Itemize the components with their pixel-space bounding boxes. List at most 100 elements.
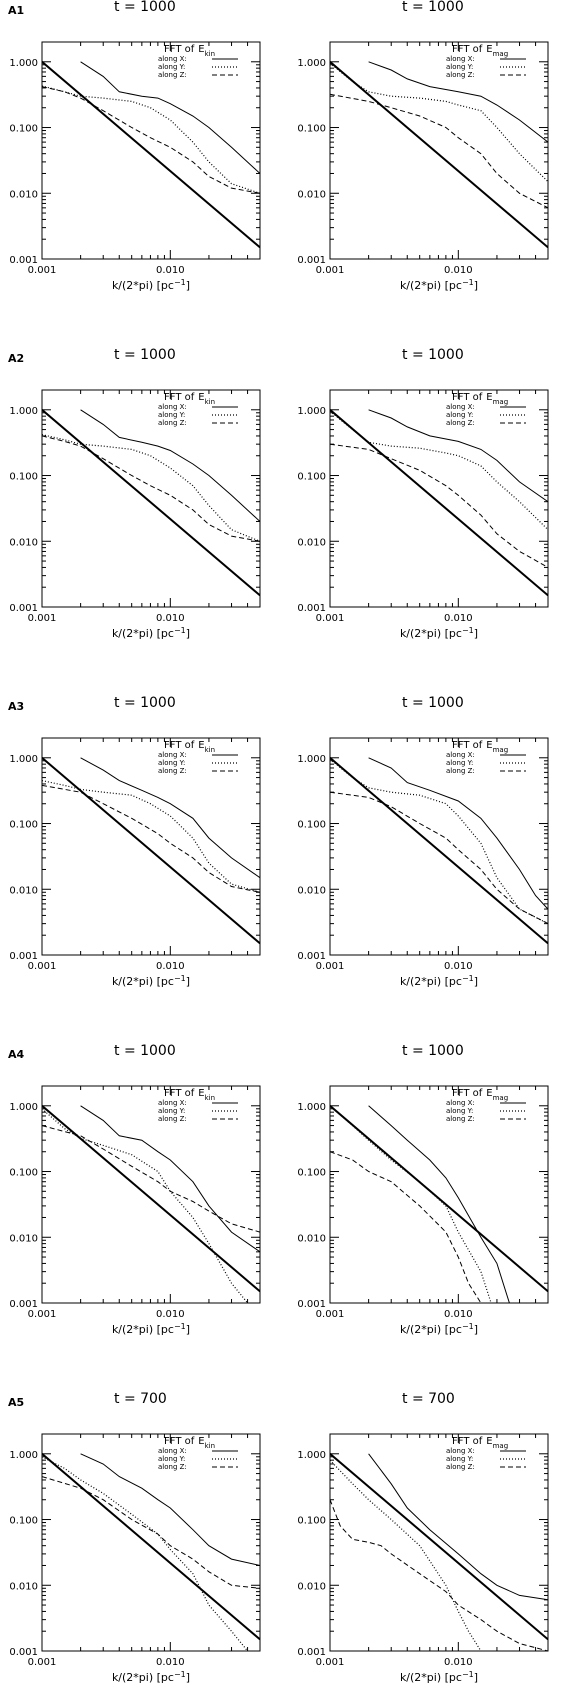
x-tick-label: 0.001: [316, 265, 345, 276]
x-tick-label: 0.010: [444, 1309, 473, 1320]
series-line-dashed: [330, 1499, 548, 1651]
series-line-thick: [330, 1453, 548, 1641]
legend-entry: along Z:: [446, 1115, 475, 1123]
y-tick-label: 0.001: [9, 1299, 38, 1310]
legend-entry: along X:: [158, 403, 187, 411]
y-tick-label: 1.000: [9, 58, 38, 69]
panel-title: t = 1000: [402, 695, 464, 711]
series-line-thick: [330, 757, 548, 945]
series-line-dashed: [42, 1125, 260, 1233]
series-group: [42, 1453, 260, 1651]
series-line-thick: [42, 61, 260, 249]
x-axis-label: k/(2*pi) [pc−1]: [400, 278, 478, 293]
x-tick-label: 0.001: [316, 961, 345, 972]
series-line-dashed: [42, 435, 260, 542]
series-line-dotted: [42, 1108, 249, 1303]
legend-entry: along X:: [158, 1099, 187, 1107]
series-line-dashed: [330, 443, 548, 568]
legend-entry: along Y:: [158, 411, 185, 419]
legend-entry: along Z:: [446, 419, 475, 427]
legend-title: FFT of Emag: [452, 1088, 508, 1102]
x-axis-label: k/(2*pi) [pc−1]: [112, 626, 190, 641]
y-tick-label: 0.001: [9, 1647, 38, 1658]
panel-title: t = 1000: [402, 347, 464, 363]
y-tick-label: 0.010: [9, 189, 38, 200]
x-tick-label: 0.010: [444, 961, 473, 972]
x-axis-label: k/(2*pi) [pc−1]: [400, 1670, 478, 1685]
x-axis-label: k/(2*pi) [pc−1]: [400, 626, 478, 641]
series-line-dotted: [42, 780, 260, 893]
plot-frame: [41, 1085, 261, 1304]
row-label: A4: [8, 1048, 25, 1061]
x-axis-label: k/(2*pi) [pc−1]: [400, 974, 478, 989]
legend-entry: along Y:: [158, 759, 185, 767]
y-tick-label: 0.100: [9, 472, 38, 483]
x-tick-label: 0.010: [156, 265, 185, 276]
legend-entry: along Z:: [158, 1463, 187, 1471]
legend-entry: along Z:: [446, 767, 475, 775]
panel-title: t = 1000: [402, 1043, 464, 1059]
panel-title: t = 1000: [114, 0, 176, 15]
legend-entry: along Z:: [446, 1463, 475, 1471]
series-group: [42, 409, 260, 597]
x-tick-label: 0.001: [316, 1657, 345, 1668]
legend-entry: along X:: [446, 1099, 475, 1107]
legend-entry: along Z:: [158, 71, 187, 79]
x-tick-label: 0.001: [28, 613, 57, 624]
legend-entry: along X:: [158, 1447, 187, 1455]
series-line-dotted: [330, 1105, 492, 1303]
x-tick-label: 0.010: [444, 265, 473, 276]
axis-ticks: [329, 41, 549, 260]
y-tick-label: 0.001: [297, 951, 326, 962]
x-tick-label: 0.010: [444, 1657, 473, 1668]
y-tick-label: 0.010: [297, 189, 326, 200]
y-tick-label: 1.000: [9, 754, 38, 765]
series-line-thick: [330, 409, 548, 597]
y-tick-label: 0.010: [297, 537, 326, 548]
legend-entry: along Z:: [158, 1115, 187, 1123]
series-line-solid: [80, 757, 260, 879]
legend-entry: along X:: [446, 403, 475, 411]
x-axis-label: k/(2*pi) [pc−1]: [112, 1322, 190, 1337]
series-line-dashed: [330, 1151, 482, 1303]
series-line-dashed: [330, 791, 548, 925]
y-tick-label: 1.000: [9, 1102, 38, 1113]
x-axis-label: k/(2*pi) [pc−1]: [112, 278, 190, 293]
legend-entry: along Y:: [446, 1107, 473, 1115]
series-line-dotted: [42, 85, 260, 194]
legend-entry: along X:: [158, 751, 187, 759]
y-tick-label: 1.000: [297, 1102, 326, 1113]
panel-title: t = 1000: [402, 0, 464, 15]
legend-entry: along Y:: [158, 1107, 185, 1115]
x-axis-label: k/(2*pi) [pc−1]: [400, 1322, 478, 1337]
series-group: [42, 1105, 260, 1303]
plot-frame: [329, 1085, 549, 1304]
legend-entry: along Y:: [158, 1455, 185, 1463]
series-line-solid: [80, 1453, 260, 1566]
panel-title: t = 700: [402, 1391, 455, 1407]
series-line-thick: [42, 1453, 260, 1641]
x-tick-label: 0.001: [316, 613, 345, 624]
axis-ticks: [41, 1085, 261, 1304]
y-tick-label: 0.010: [297, 1233, 326, 1244]
series-line-dotted: [330, 758, 548, 925]
series-line-solid: [368, 757, 548, 910]
x-tick-label: 0.001: [28, 961, 57, 972]
series-line-dashed: [330, 93, 548, 209]
x-tick-label: 0.001: [28, 1309, 57, 1320]
row-label: A1: [8, 4, 24, 17]
y-tick-label: 0.001: [9, 255, 38, 266]
y-tick-label: 0.010: [297, 1581, 326, 1592]
legend-entry: along Z:: [446, 71, 475, 79]
